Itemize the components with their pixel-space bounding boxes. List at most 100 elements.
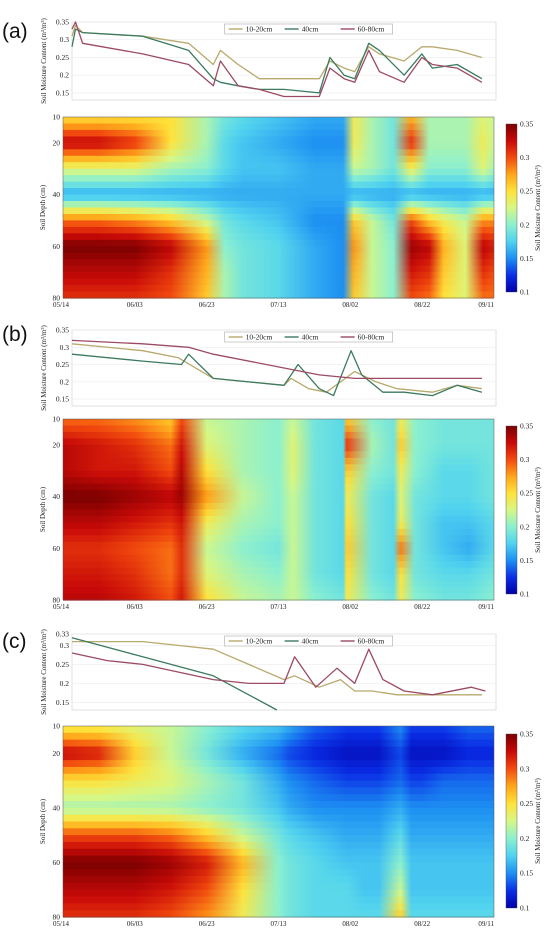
y-axis-label: Soil Moisture Content (m³/m³): [40, 324, 48, 410]
y-tick-label: 0.15: [56, 395, 69, 404]
heatmap-band: [63, 794, 494, 802]
legend-label: 60-80cm: [358, 333, 385, 342]
heatmap-band: [63, 522, 494, 530]
heatmap-band: [63, 483, 494, 491]
colorbar-tick-label: 0.3: [520, 153, 530, 162]
heatmap-band: [63, 889, 494, 898]
series-line-60-80cm: [71, 21, 483, 98]
legend-label: 60-80cm: [358, 25, 385, 34]
depth-tick-label: 20: [53, 440, 61, 449]
legend-label: 40cm: [302, 637, 319, 646]
y-tick-label: 0.25: [56, 53, 69, 62]
legend-box: [224, 331, 393, 343]
heatmap-band: [63, 753, 494, 761]
depth-tick-label: 80: [53, 913, 61, 922]
panel-b-line-chart: 0.35 0.3 0.25 0.2 0.15 Soil Moisture Content …: [40, 324, 497, 411]
colorbar-label: Soil Moisture Content (m³/m³): [534, 777, 542, 863]
depth-tick-label: 10: [53, 113, 61, 122]
y-tick-label: 0.2: [60, 71, 70, 80]
line-plot-area: [71, 21, 497, 101]
heatmap-band: [63, 587, 494, 595]
heatmap-band: [63, 220, 494, 228]
y-axis-label: Soil Moisture Content (m³/m³): [40, 17, 48, 103]
heatmap-band: [63, 201, 494, 209]
heatmap-band: [63, 896, 494, 904]
date-tick-label: 06/03: [127, 301, 143, 309]
heatmap-band: [63, 265, 494, 273]
colorbar-tick-label: 0.15: [520, 869, 533, 878]
panel-c-label: (c): [2, 630, 27, 653]
heatmap-band: [63, 882, 494, 891]
date-tick-label: 05/14: [53, 301, 69, 309]
legend: 10-20cm 40cm 60-80cm: [224, 23, 393, 35]
heatmap-band: [63, 574, 494, 582]
legend-label: 40cm: [302, 25, 319, 34]
legend-label: 10-20cm: [246, 637, 273, 646]
depth-tick-label: 60: [53, 242, 61, 251]
colorbar-tick-label: 0.25: [520, 799, 533, 808]
date-tick-label: 08/22: [414, 301, 430, 309]
legend-label: 10-20cm: [246, 25, 273, 34]
heatmap-band: [63, 903, 494, 911]
colorbar-tick-label: 0.2: [520, 834, 530, 843]
heatmap-band: [63, 117, 494, 125]
y-tick-label: 0.3: [60, 35, 70, 44]
depth-tick-label: 60: [53, 544, 61, 553]
date-tick-label: 08/02: [342, 920, 358, 928]
colorbar-tick-label: 0.25: [520, 489, 533, 498]
heatmap-band: [63, 464, 494, 472]
heatmap-band: [63, 490, 494, 498]
y-tick-label: 0.25: [56, 360, 69, 369]
heatmap-band: [63, 509, 494, 517]
panel-a-line-chart: 0.35 0.3 0.25 0.2 0.15 Soil Moisture Content …: [40, 17, 497, 104]
depth-tick-label: 60: [53, 858, 61, 867]
heatmap-band: [63, 470, 494, 478]
heatmap-band: [63, 732, 494, 741]
heatmap-band: [63, 541, 494, 549]
colorbar-tick-label: 0.15: [520, 556, 533, 565]
date-tick-label: 09/11: [478, 603, 494, 611]
panel-a-heatmap: 10 20 40 60 80 Soil Depth (cm) 05/14 06/03 06/23…: [39, 113, 494, 310]
heatmap-band: [63, 291, 494, 299]
colorbar-tick-label: 0.1: [520, 288, 530, 297]
heatmap-band: [63, 259, 494, 267]
colorbar-tick-label: 0.25: [520, 187, 533, 196]
heatmap-band: [63, 821, 494, 829]
heatmap-band: [63, 773, 494, 782]
date-tick-label: 06/23: [199, 301, 215, 309]
heatmap-band: [63, 149, 494, 157]
heatmap-band: [63, 444, 494, 452]
heatmap-band: [63, 175, 494, 183]
heatmap-band: [63, 515, 494, 524]
heatmap-band: [63, 841, 494, 850]
heatmap-band: [63, 739, 494, 748]
heatmap-band: [63, 535, 494, 543]
legend: 10-20cm 40cm 60-80cm: [224, 331, 393, 343]
date-tick-label: 06/23: [199, 603, 215, 611]
colorbar-tick-label: 0.3: [520, 764, 530, 773]
heatmap-band: [63, 910, 494, 918]
date-tick-label: 08/02: [342, 301, 358, 309]
panel-c-colorbar: 0.35 0.3 0.25 0.2 0.15 0.1 Soil Moisture Conte…: [505, 730, 542, 913]
series-line-40cm: [71, 637, 278, 711]
series-line-60-80cm: [71, 339, 482, 380]
heatmap-band: [63, 162, 494, 170]
date-tick-label: 07/13: [271, 920, 287, 928]
depth-axis-label: Soil Depth (cm): [39, 184, 47, 230]
heatmap-band: [63, 239, 494, 247]
date-tick-label: 07/13: [271, 603, 287, 611]
date-tick-label: 08/02: [342, 603, 358, 611]
series-line-60-80cm: [71, 648, 486, 696]
heatmap-band: [63, 207, 494, 215]
depth-axis-label: Soil Depth (cm): [39, 486, 47, 532]
heatmap-band: [63, 548, 494, 556]
y-tick-label: 0.2: [60, 679, 70, 688]
depth-tick-label: 40: [53, 492, 61, 501]
heatmap-band: [63, 252, 494, 260]
heatmap-band: [63, 451, 494, 459]
heatmap-band: [63, 194, 494, 202]
heatmap-band: [63, 807, 494, 816]
heatmap-band: [63, 855, 494, 864]
heatmap-band: [63, 580, 494, 588]
